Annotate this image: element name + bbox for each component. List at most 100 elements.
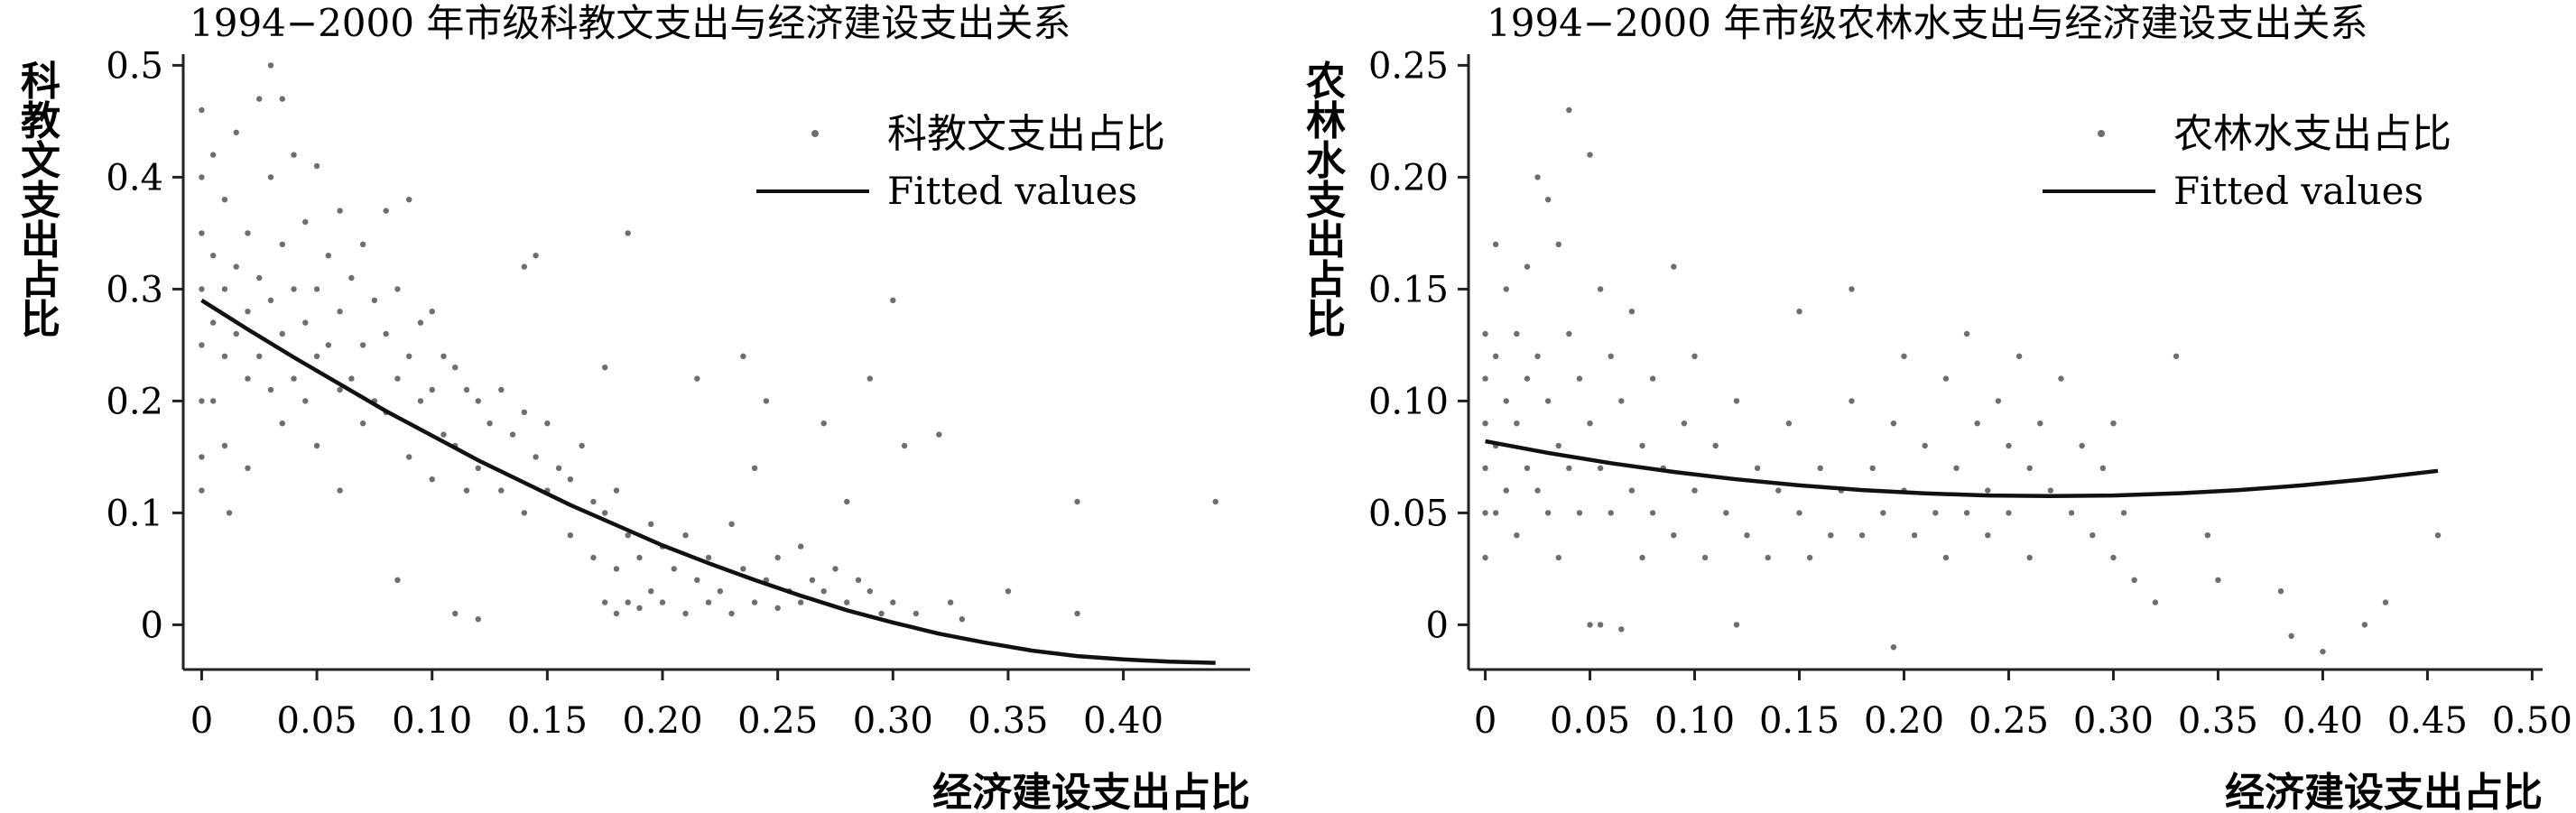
right-chart-panel: 1994−2000 年市级农林水支出与经济建设支出关系 0 0.05 0.10 0.1… [1288, 0, 2576, 813]
scatter-point [256, 274, 263, 282]
scatter-point [2047, 487, 2054, 494]
scatter-point [2152, 599, 2159, 605]
scatter-point [544, 420, 551, 427]
scatter-point [209, 398, 217, 404]
scatter-point [1587, 420, 1593, 427]
scatter-point [1524, 375, 1531, 382]
scatter-point [440, 431, 447, 438]
scatter-point [774, 554, 781, 561]
scatter-point [1849, 286, 1855, 292]
scatter-point [1534, 353, 1541, 359]
scatter-point [1744, 532, 1750, 539]
scatter-point [1618, 398, 1625, 404]
scatter-point [521, 510, 528, 516]
scatter-point [279, 330, 285, 337]
scatter-point [682, 532, 689, 539]
scatter-point [383, 208, 389, 214]
scatter-point [1587, 622, 1593, 628]
scatter-point [613, 487, 620, 494]
scatter-point [2277, 588, 2284, 595]
scatter-point [394, 286, 401, 292]
scatter-point [521, 409, 528, 415]
left-scatter-points [199, 62, 1219, 623]
y-tick-label: 0.20 [1368, 157, 1449, 199]
right-chart-svg: 1994−2000 年市级农林水支出与经济建设支出关系 0 0.05 0.10 0.1… [1306, 1, 2572, 813]
scatter-point [1681, 420, 1688, 427]
scatter-point [1796, 510, 1802, 516]
y-tick-label: 0.5 [106, 45, 163, 87]
scatter-point [659, 599, 666, 605]
scatter-point [1503, 487, 1509, 494]
scatter-point [1932, 510, 1939, 516]
scatter-point [2288, 633, 2294, 639]
y-axis-title-char: 科 [21, 59, 60, 105]
scatter-point [1482, 420, 1488, 427]
scatter-point [820, 420, 827, 427]
scatter-point [1671, 532, 1677, 539]
scatter-point [601, 599, 608, 605]
scatter-point [2110, 420, 2117, 427]
scatter-point [1995, 398, 2002, 404]
y-axis-title-char: 农 [1306, 59, 1346, 105]
scatter-point [498, 487, 505, 494]
scatter-point [1701, 554, 1709, 561]
y-tick-label: 0.10 [1368, 381, 1449, 422]
y-tick-label: 0.15 [1368, 269, 1449, 310]
scatter-point [1796, 309, 1802, 315]
scatter-point [337, 386, 343, 393]
scatter-point [405, 353, 412, 359]
scatter-point [1849, 398, 1855, 404]
scatter-point [2015, 353, 2023, 359]
scatter-point [2215, 577, 2221, 583]
x-tick-label: 0.40 [1083, 700, 1163, 742]
x-tick-label: 0.10 [392, 700, 472, 742]
scatter-point [221, 353, 228, 359]
scatter-point [1649, 375, 1656, 382]
scatter-point [567, 476, 574, 483]
legend-line-label: Fitted values [2173, 169, 2423, 213]
legend-scatter-marker [811, 130, 819, 137]
scatter-point [820, 588, 827, 595]
scatter-point [533, 454, 539, 460]
scatter-point [1514, 532, 1520, 539]
scatter-point [498, 386, 505, 393]
scatter-point [728, 521, 735, 527]
scatter-point [199, 174, 205, 180]
scatter-point [521, 263, 528, 270]
scatter-point [199, 398, 205, 404]
scatter-point [809, 577, 816, 583]
scatter-point [601, 365, 608, 371]
scatter-point [452, 610, 459, 617]
left-fitted-line [200, 298, 1216, 665]
scatter-point [313, 442, 320, 449]
scatter-point [279, 420, 285, 427]
y-tick-label: 0.05 [1368, 493, 1449, 534]
scatter-point [209, 319, 217, 326]
scatter-point [256, 353, 263, 359]
scatter-point [267, 62, 274, 69]
scatter-point [1880, 510, 1886, 516]
y-axis-title-char: 出 [1306, 217, 1346, 263]
scatter-point [601, 510, 608, 516]
scatter-point [2006, 510, 2012, 516]
scatter-point [625, 599, 631, 605]
y-axis-title-char: 支 [1306, 178, 1346, 224]
scatter-point [1806, 554, 1813, 561]
scatter-point [302, 398, 309, 404]
scatter-point [1074, 498, 1080, 505]
scatter-point [209, 253, 217, 259]
scatter-point [648, 588, 654, 595]
y-axis-title-char: 文 [21, 138, 60, 184]
fitted-values-line [200, 298, 1216, 665]
scatter-point [1534, 174, 1541, 180]
scatter-point [279, 241, 285, 247]
scatter-point [1712, 442, 1719, 449]
left-chart-panel: 1994−2000 年市级科教文支出与经济建设支出关系 0 0.1 0.2 0.3 0.… [21, 1, 1250, 813]
scatter-point [740, 566, 746, 572]
scatter-point [2099, 465, 2107, 471]
y-axis-title-char: 比 [21, 297, 60, 343]
scatter-point [440, 353, 447, 359]
scatter-point [2361, 622, 2368, 628]
scatter-point [1492, 510, 1499, 516]
scatter-point [774, 605, 781, 611]
